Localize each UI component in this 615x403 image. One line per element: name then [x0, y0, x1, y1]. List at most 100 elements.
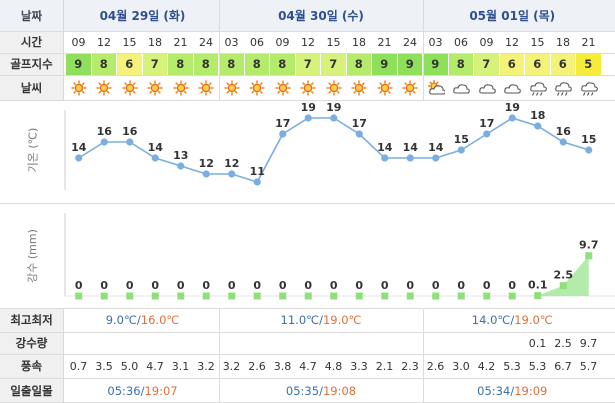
- time-row: 시간 09 12 15 18 21 24 03 06 09 12 15 18 21 24 03 06 09 12 1…: [0, 31, 615, 53]
- day-divider: [219, 308, 220, 403]
- sun-icon: [249, 80, 265, 95]
- sun-icon: [300, 80, 316, 95]
- temp-data-label: 13: [173, 149, 188, 162]
- temp-point: [228, 170, 236, 178]
- rain-point: [151, 292, 159, 300]
- weather-cell: [92, 75, 117, 100]
- golf-index-cell: 7: [142, 53, 167, 75]
- temp-point: [381, 154, 389, 162]
- rain-amount-cell: [398, 332, 423, 354]
- row-divider: [0, 378, 615, 379]
- rain-data-label: 0: [228, 279, 236, 292]
- golf-index-cell: 9: [372, 53, 397, 75]
- rain-point: [381, 292, 389, 300]
- sunset-time: 19:08: [322, 383, 357, 398]
- temp-data-label: 17: [275, 117, 290, 130]
- wind-cell: 3.2: [222, 359, 241, 373]
- rain-data-label: 0: [202, 279, 210, 292]
- time-cell: 24: [199, 35, 213, 49]
- rain-point: [508, 292, 516, 300]
- rain-point: [228, 292, 236, 300]
- golf-index-cell: 7: [321, 53, 346, 75]
- golf-index-cell: 9: [66, 53, 91, 75]
- rain-amount-cell: 0.1: [528, 336, 547, 350]
- rain-point: [177, 292, 185, 300]
- row-divider: [0, 31, 615, 32]
- rain-data-label: 0: [75, 279, 83, 292]
- rain-amount-cell: [296, 332, 321, 354]
- temp-point: [126, 138, 134, 146]
- rain-cloud-icon: [580, 81, 598, 96]
- weather-cell: [143, 75, 168, 100]
- rain-point: [534, 292, 542, 300]
- sun-icon: [224, 80, 239, 95]
- temp-point: [585, 146, 593, 154]
- weather-cell: [551, 75, 576, 100]
- rain-data-label: 0: [381, 279, 389, 292]
- rain-data-label: 0: [100, 279, 108, 292]
- time-cell: 09: [479, 35, 494, 49]
- rain-point: [202, 292, 210, 300]
- time-cell: 15: [326, 35, 341, 49]
- weather-cells: [64, 75, 615, 100]
- golf-index-cell: 6: [117, 53, 142, 75]
- sun-icon: [402, 80, 418, 95]
- time-cell: 18: [148, 35, 162, 49]
- temp-point: [75, 154, 83, 162]
- time-cell: 15: [530, 35, 545, 49]
- time-cell: 12: [505, 35, 519, 49]
- sun-icon: [326, 80, 341, 95]
- sunrise-time: 05:34: [477, 383, 511, 398]
- rain-amount-cell: [168, 332, 193, 354]
- golf-index-cell: 9: [423, 53, 448, 75]
- temp-point: [508, 114, 516, 122]
- wind-cell: 3.0: [452, 359, 470, 373]
- time-label: 시간: [0, 31, 64, 53]
- rain-amount-cell: 9.7: [579, 336, 598, 350]
- weather-cell: [576, 75, 601, 100]
- rain-amount-cell: [143, 332, 168, 354]
- min-temp: 14.0℃: [471, 313, 511, 327]
- sunrise-sunset-cells: 05:36/19:07 05:35/19:08 05:34/19:09: [64, 378, 615, 403]
- max-temp: 16.0℃: [140, 313, 180, 327]
- time-cell: 24: [403, 35, 417, 49]
- rain-data-label: 0: [483, 279, 491, 292]
- rain-amount-cell: [245, 332, 270, 354]
- wind-cells: 0.7 3.5 5.0 4.7 3.1 3.2 3.2 2.6 3.8 4.7 4.8 3.3 2.1 2…: [64, 354, 615, 378]
- wind-label: 풍속: [0, 354, 64, 378]
- golf-index-cell: 6: [550, 53, 575, 75]
- rain-amount-cell: [347, 332, 372, 354]
- rain-data-label: 0: [508, 279, 516, 292]
- sun-icon: [351, 80, 367, 95]
- rain-amount-cell: [117, 332, 142, 354]
- wind-cell: 2.6: [426, 359, 445, 373]
- temp-data-label: 14: [148, 141, 164, 154]
- rain-data-label: 0: [151, 279, 159, 292]
- weather-label: 날씨: [0, 75, 64, 100]
- temp-data-label: 19: [301, 101, 316, 114]
- temp-data-label: 12: [199, 157, 214, 170]
- rain-amount-cell: [423, 332, 448, 354]
- weather-cell: [347, 75, 372, 100]
- rain-amount-cell: [219, 332, 244, 354]
- temp-data-label: 14: [428, 141, 444, 154]
- rain-amount-cell: [194, 332, 219, 354]
- day-divider: [219, 0, 220, 100]
- temp-axis-label-box: 기온 (℃): [0, 100, 64, 200]
- rain-data-label: 0: [457, 279, 465, 292]
- rain-data-label: 0: [304, 279, 312, 292]
- temp-data-label: 19: [505, 101, 520, 114]
- rain-point: [432, 292, 440, 300]
- temp-data-label: 16: [97, 125, 113, 138]
- weather-cell: [245, 75, 270, 100]
- row-divider: [0, 203, 615, 204]
- date-label: 날짜: [0, 0, 64, 31]
- rain-point: [330, 292, 338, 300]
- rain-data-label: 0: [330, 279, 338, 292]
- time-cell: 12: [97, 35, 111, 49]
- weather-cell: [525, 75, 550, 100]
- temp-axis-label: 기온 (℃): [26, 127, 39, 173]
- max-temp: 19.0℃: [322, 313, 362, 327]
- golf-index-cell: 8: [448, 53, 473, 75]
